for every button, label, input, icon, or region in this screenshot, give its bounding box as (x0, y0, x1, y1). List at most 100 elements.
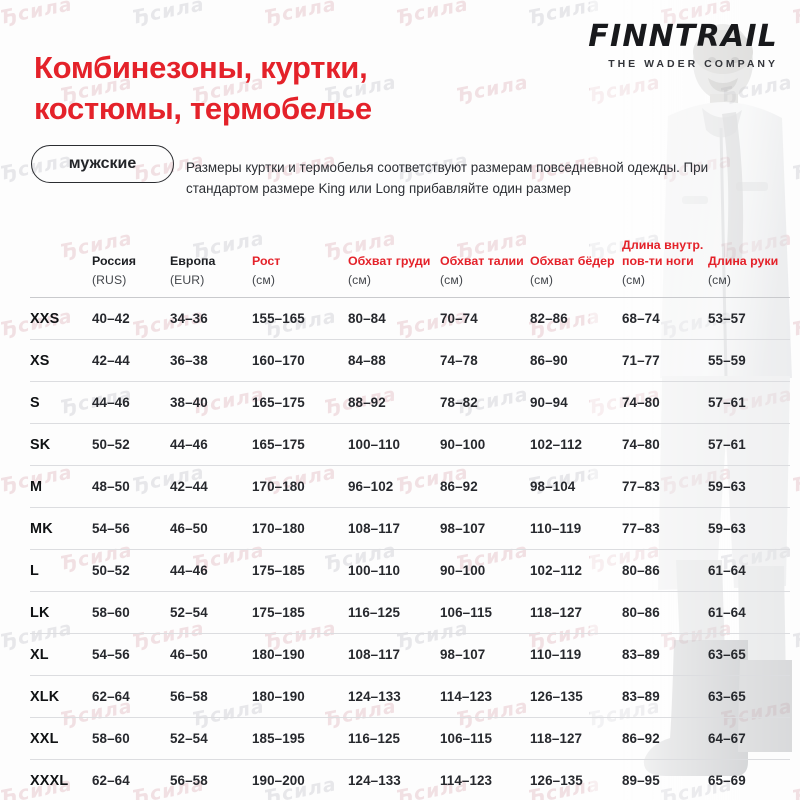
cell-arm: 57–61 (708, 423, 790, 466)
row-size-label: XS (30, 339, 92, 382)
cell-waist: 98–107 (440, 633, 530, 676)
row-size-label: SK (30, 423, 92, 466)
cell-eur: 44–46 (170, 549, 252, 592)
cell-hip: 110–119 (530, 633, 622, 676)
column-header-label: Длина внутр. пов-ти ноги (622, 238, 704, 268)
cell-arm: 63–65 (708, 633, 790, 676)
cell-height: 185–195 (252, 717, 348, 760)
cell-waist: 106–115 (440, 717, 530, 760)
row-size-label: L (30, 549, 92, 592)
cell-eur: 36–38 (170, 339, 252, 382)
cell-chest: 84–88 (348, 339, 440, 382)
table-row: XXXL 62–64 56–58 190–200 124–133 114–123 126–1… (30, 760, 790, 800)
column-header-7: Длина внутр. пов-ти ноги (см) (622, 200, 708, 298)
cell-chest: 100–110 (348, 423, 440, 466)
column-header-unit: (см) (530, 272, 553, 287)
cell-hip: 118–127 (530, 591, 622, 634)
table-body: XXS 40–42 34–36 155–165 80–84 70–74 82–86 68–74… (30, 297, 790, 800)
cell-height: 180–190 (252, 633, 348, 676)
page-title-line2: костюмы, термобелье (34, 90, 372, 126)
gender-badge-label: мужские (68, 155, 137, 172)
cell-hip: 86–90 (530, 339, 622, 382)
cell-hip: 110–119 (530, 507, 622, 550)
column-header-label: Обхват груди (348, 253, 431, 268)
cell-height: 170–180 (252, 465, 348, 508)
cell-eur: 46–50 (170, 507, 252, 550)
cell-waist: 78–82 (440, 381, 530, 424)
cell-rus: 48–50 (92, 465, 170, 508)
column-header-label: Обхват талии (440, 253, 524, 268)
cell-waist: 86–92 (440, 465, 530, 508)
cell-arm: 59–63 (708, 507, 790, 550)
cell-height: 165–175 (252, 381, 348, 424)
column-header-unit: (см) (440, 272, 463, 287)
cell-arm: 63–65 (708, 675, 790, 718)
cell-inseam: 71–77 (622, 339, 708, 382)
brand-tagline: THE WADER COMPANY (608, 58, 778, 70)
cell-arm: 65–69 (708, 773, 746, 788)
cell-height: 175–185 (252, 549, 348, 592)
cell-hip: 126–135 (530, 675, 622, 718)
cell-arm: 53–57 (708, 297, 790, 340)
table-row: SK 50–52 44–46 165–175 100–110 90–100 102–112 7… (30, 423, 790, 466)
row-size-label: M (30, 465, 92, 508)
cell-eur: 56–58 (170, 675, 252, 718)
cell-chest: 124–133 (348, 773, 401, 788)
cell-inseam: 89–95 (622, 773, 660, 788)
cell-rus: 40–42 (92, 297, 170, 340)
cell-rus: 54–56 (92, 633, 170, 676)
cell-waist: 114–123 (440, 773, 493, 788)
row-size-label: XLK (30, 675, 92, 718)
table-row: LK 58–60 52–54 175–185 116–125 106–115 118–127… (30, 591, 790, 634)
page-header: Комбинезоны, куртки, костюмы, термобелье… (0, 0, 800, 200)
cell-rus: 58–60 (92, 717, 170, 760)
table-row: XS 42–44 36–38 160–170 84–88 74–78 86–90 71–77 5… (30, 339, 790, 382)
cell-inseam: 77–83 (622, 465, 708, 508)
cell-inseam: 80–86 (622, 591, 708, 634)
cell-rus: 54–56 (92, 507, 170, 550)
cell-hip: 118–127 (530, 717, 622, 760)
cell-hip: 82–86 (530, 297, 622, 340)
cell-arm: 64–67 (708, 717, 790, 760)
cell-rus: 50–52 (92, 423, 170, 466)
cell-chest: 108–117 (348, 507, 440, 550)
row-size-label: XXXL (30, 772, 69, 789)
row-size-label: XL (30, 633, 92, 676)
column-header-unit: (RUS) (92, 272, 127, 287)
cell-inseam: 83–89 (622, 633, 708, 676)
cell-hip: 102–112 (530, 549, 622, 592)
column-header-label: Обхват бёдер (530, 253, 615, 268)
cell-waist: 106–115 (440, 591, 530, 634)
cell-inseam: 83–89 (622, 675, 708, 718)
cell-height: 165–175 (252, 423, 348, 466)
column-header-label: Россия (92, 253, 136, 268)
cell-chest: 96–102 (348, 465, 440, 508)
row-size-label: LK (30, 591, 92, 634)
column-header-5: Обхват талии (см) (440, 200, 530, 298)
cell-chest: 124–133 (348, 675, 440, 718)
gender-badge[interactable]: мужские (31, 145, 174, 183)
cell-inseam: 86–92 (622, 717, 708, 760)
column-header-unit: (см) (252, 272, 275, 287)
cell-chest: 80–84 (348, 297, 440, 340)
brand-name: FINNTRAIL (588, 19, 778, 54)
cell-rus: 50–52 (92, 549, 170, 592)
column-header-unit: (см) (348, 272, 371, 287)
cell-inseam: 74–80 (622, 381, 708, 424)
cell-eur: 56–58 (170, 773, 208, 788)
row-size-label: MK (30, 507, 92, 550)
cell-waist: 90–100 (440, 549, 530, 592)
cell-eur: 34–36 (170, 297, 252, 340)
cell-eur: 46–50 (170, 633, 252, 676)
column-header-unit: (EUR) (170, 272, 205, 287)
column-header-3: Рост (см) (252, 200, 348, 298)
cell-height: 160–170 (252, 339, 348, 382)
cell-height: 175–185 (252, 591, 348, 634)
column-header-unit: (см) (708, 272, 731, 287)
column-header-label: Европа (170, 253, 216, 268)
cell-waist: 98–107 (440, 507, 530, 550)
cell-hip: 102–112 (530, 423, 622, 466)
cell-hip: 98–104 (530, 465, 622, 508)
table-row: M 48–50 42–44 170–180 96–102 86–92 98–104 77–83… (30, 465, 790, 508)
